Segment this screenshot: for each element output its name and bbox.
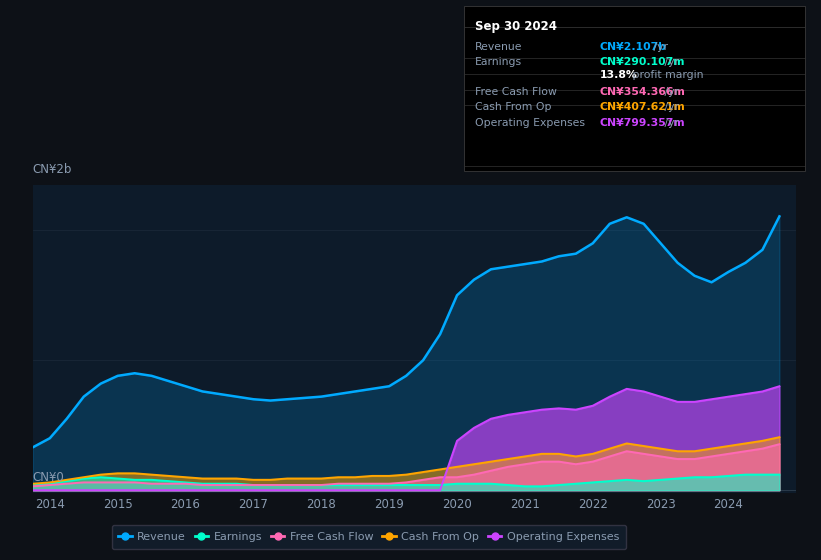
Text: CN¥354.366m: CN¥354.366m bbox=[599, 87, 686, 97]
Text: Earnings: Earnings bbox=[475, 57, 522, 67]
Text: CN¥407.621m: CN¥407.621m bbox=[599, 102, 685, 112]
Text: profit margin: profit margin bbox=[629, 70, 704, 80]
Text: CN¥2b: CN¥2b bbox=[33, 164, 72, 176]
Text: CN¥290.107m: CN¥290.107m bbox=[599, 57, 685, 67]
Text: CN¥799.357m: CN¥799.357m bbox=[599, 118, 685, 128]
Legend: Revenue, Earnings, Free Cash Flow, Cash From Op, Operating Expenses: Revenue, Earnings, Free Cash Flow, Cash … bbox=[112, 525, 626, 549]
Text: /yr: /yr bbox=[649, 42, 667, 52]
Text: Free Cash Flow: Free Cash Flow bbox=[475, 87, 557, 97]
Text: /yr: /yr bbox=[661, 57, 679, 67]
Text: Cash From Op: Cash From Op bbox=[475, 102, 552, 112]
Text: Revenue: Revenue bbox=[475, 42, 523, 52]
Text: Operating Expenses: Operating Expenses bbox=[475, 118, 585, 128]
Text: /yr: /yr bbox=[661, 87, 679, 97]
Text: /yr: /yr bbox=[661, 102, 679, 112]
Text: /yr: /yr bbox=[661, 118, 679, 128]
Text: CN¥0: CN¥0 bbox=[33, 472, 65, 484]
Text: 13.8%: 13.8% bbox=[599, 70, 637, 80]
Text: CN¥2.107b: CN¥2.107b bbox=[599, 42, 667, 52]
Text: Sep 30 2024: Sep 30 2024 bbox=[475, 20, 557, 32]
